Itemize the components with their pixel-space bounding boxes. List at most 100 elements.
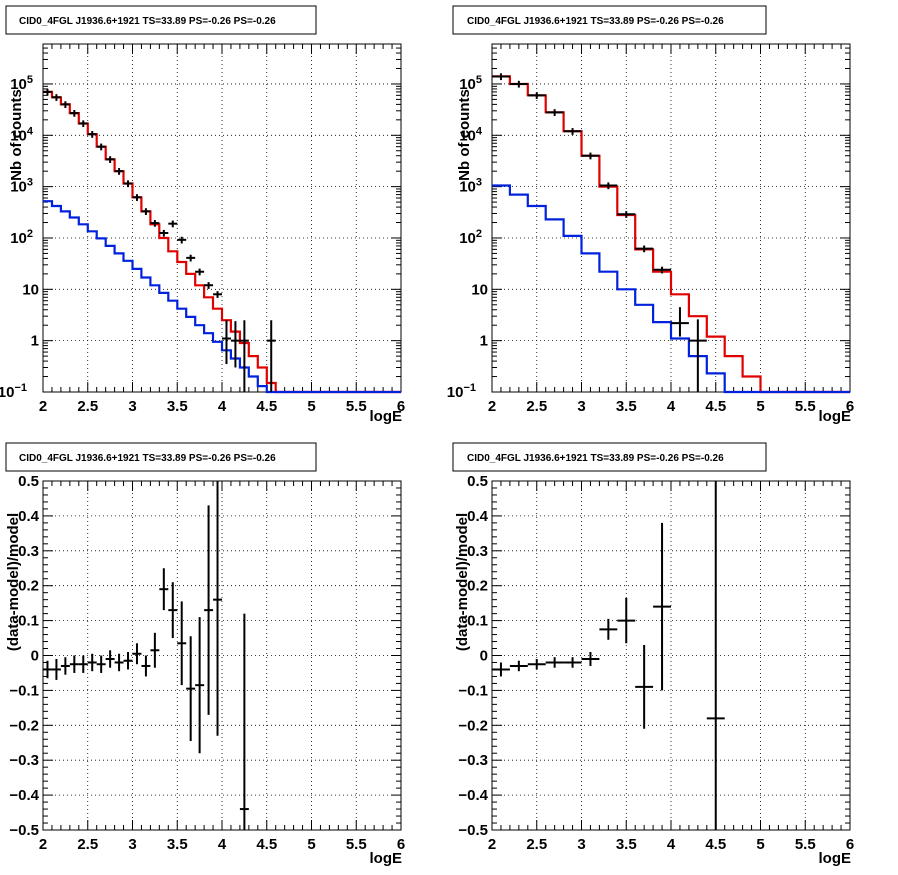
x-tick-label: 2: [39, 398, 47, 415]
data-point: [599, 182, 618, 190]
x-tick-label: 3: [128, 398, 136, 415]
residual-point: [168, 582, 178, 639]
x-tick-label: 2.5: [77, 398, 98, 415]
x-tick-label: 4.5: [705, 836, 726, 853]
x-tick-label: 6: [397, 836, 405, 853]
source_model-histogram: [43, 200, 401, 394]
residual-point: [186, 636, 196, 742]
residual-point: [105, 650, 115, 668]
x-tick-label: 6: [846, 398, 854, 415]
data-point: [492, 73, 510, 81]
x-tick-label: 5: [756, 836, 764, 853]
residual-point: [204, 505, 214, 715]
data-point: [688, 319, 707, 392]
y-tick-label: 104: [10, 125, 34, 144]
data-point: [159, 229, 169, 237]
y-tick-label: 102: [10, 228, 33, 247]
data-point: [51, 94, 61, 101]
x-tick-label: 4.5: [256, 836, 277, 853]
x-tick-label: 5.5: [346, 836, 367, 853]
data-point: [239, 320, 249, 392]
x-tick-label: 4.5: [705, 398, 726, 415]
y-tick-label: −0.3: [458, 752, 488, 769]
y-axis-title: Nb of counts: [456, 89, 473, 181]
residual-point: [132, 643, 142, 665]
chart-title: CID0_4FGL J1936.6+1921 TS=33.89 PS=-0.26…: [19, 16, 276, 27]
panel-counts-left: CID0_4FGL J1936.6+1921 TS=33.89 PS=-0.26…: [0, 5, 405, 425]
x-tick-label: 5.5: [795, 398, 816, 415]
data-point: [266, 320, 276, 392]
residual-point: [492, 662, 510, 677]
residual-point: [159, 568, 169, 611]
data-point: [186, 254, 196, 262]
residual-point: [581, 652, 600, 666]
residual-point: [69, 655, 79, 673]
y-tick-label: 10: [22, 281, 39, 298]
x-tick-label: 2: [488, 836, 496, 853]
residual-point: [239, 613, 249, 830]
y-tick-label: 1: [31, 333, 39, 350]
x-tick-label: 3.5: [167, 398, 188, 415]
x-axis-title: logE: [370, 850, 403, 867]
title-box: [452, 5, 767, 35]
data-point: [195, 268, 205, 276]
x-tick-label: 6: [397, 398, 405, 415]
chart-title: CID0_4FGL J1936.6+1921 TS=33.89 PS=-0.26…: [467, 16, 724, 27]
title-box: [452, 442, 767, 472]
y-tick-label: −0.1: [9, 682, 39, 699]
y-axis-title: (data-model)/model: [5, 513, 22, 651]
data-point: [671, 307, 689, 337]
data-point: [635, 245, 654, 253]
y-tick-label: 0.3: [18, 543, 39, 560]
chart-title: CID0_4FGL J1936.6+1921 TS=33.89 PS=-0.26…: [467, 453, 724, 464]
y-tick-label: 0: [31, 648, 39, 665]
x-tick-label: 4.5: [256, 398, 277, 415]
title-box: [5, 5, 317, 35]
data-point: [78, 120, 88, 128]
y-tick-label: −0.5: [458, 822, 488, 839]
y-tick-label: −0.2: [458, 717, 488, 734]
residual-point: [51, 658, 61, 680]
y-tick-label: 103: [10, 177, 33, 196]
data-point: [213, 291, 222, 298]
plot-frame: [491, 480, 851, 831]
data-point: [123, 180, 133, 188]
x-tick-label: 2.5: [526, 836, 547, 853]
x-tick-label: 3.5: [616, 836, 637, 853]
residual-point: [653, 522, 671, 691]
x-tick-label: 3: [577, 398, 585, 415]
residual-point: [635, 645, 654, 729]
data-point: [527, 92, 546, 99]
residual-point: [706, 481, 725, 830]
y-tick-label: 104: [459, 125, 483, 144]
data-point: [617, 211, 636, 218]
x-tick-label: 5.5: [795, 836, 816, 853]
residual-point: [141, 655, 151, 677]
residual-point: [599, 618, 618, 640]
x-axis-title: logE: [819, 408, 852, 425]
data-point: [509, 80, 528, 88]
x-tick-label: 3: [128, 836, 136, 853]
data-point: [114, 168, 124, 175]
y-tick-label: 10−1: [0, 382, 27, 401]
x-tick-label: 4: [218, 836, 227, 853]
residual-point: [96, 655, 106, 673]
y-tick-label: 0.2: [467, 578, 488, 595]
residual-point: [78, 655, 88, 673]
y-axis-title: Nb of counts: [8, 89, 25, 181]
title-box: [5, 442, 317, 472]
data-point: [653, 266, 671, 274]
data-point: [132, 194, 142, 201]
y-tick-label: 0.5: [467, 473, 488, 490]
y-tick-label: 103: [459, 177, 482, 196]
data-point: [105, 156, 115, 163]
y-tick-label: −0.3: [9, 752, 39, 769]
data-point: [60, 101, 70, 109]
data-point: [545, 109, 564, 116]
x-tick-label: 2: [39, 836, 47, 853]
data-point: [177, 236, 187, 244]
residual-point: [545, 657, 564, 668]
x-tick-label: 6: [846, 836, 854, 853]
x-tick-label: 2: [488, 398, 496, 415]
